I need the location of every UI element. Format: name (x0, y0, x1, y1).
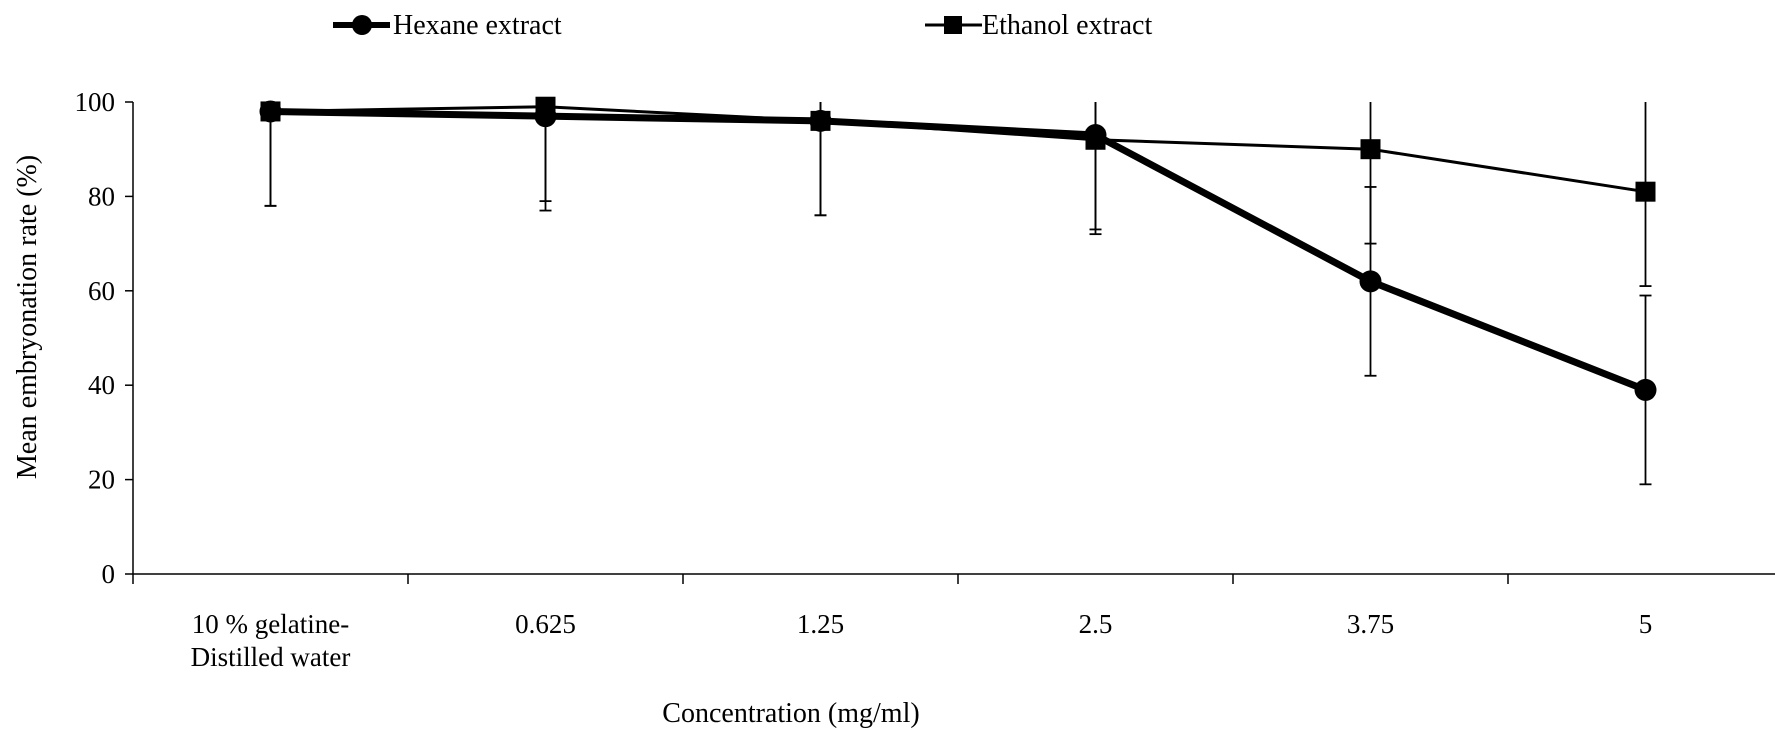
legend-item-hexane: Hexane extract (333, 10, 562, 41)
data-point-hexane (1084, 124, 1107, 147)
data-point-ethanol (1360, 139, 1381, 160)
x-axis-title: Concentration (mg/ml) (662, 698, 919, 729)
y-tick-label: 0 (102, 559, 116, 589)
x-tick-label: 1.25 (797, 609, 844, 639)
x-tick-label: 2.5 (1079, 609, 1113, 639)
x-tick-label: 3.75 (1347, 609, 1394, 639)
y-tick-label: 80 (88, 181, 115, 211)
data-point-hexane (1359, 270, 1382, 293)
series-line-ethanol (270, 105, 1646, 194)
x-tick-label: 0.625 (515, 609, 576, 639)
y-tick-label: 40 (88, 370, 115, 400)
data-point-hexane (259, 100, 282, 123)
y-tick-label: 60 (88, 276, 115, 306)
y-tick-label: 100 (75, 87, 116, 117)
series-layer (259, 96, 1657, 486)
data-point-hexane (534, 105, 557, 128)
legend-item-ethanol: Ethanol extract (925, 10, 1152, 41)
y-axis-title: Mean embryonation rate (%) (12, 155, 43, 479)
legend-label-hexane: Hexane extract (393, 10, 562, 41)
x-tick-label: 10 % gelatine-Distilled water (191, 609, 351, 672)
legend: Hexane extract Ethanol extract (333, 10, 1152, 41)
series-hexane (259, 100, 1657, 486)
legend-marker-hexane (352, 15, 372, 35)
x-tick-label: 5 (1639, 609, 1653, 639)
series-line-hexane (270, 107, 1647, 394)
data-point-hexane (1634, 378, 1657, 401)
data-point-hexane (809, 109, 832, 132)
y-tick-label: 20 (88, 465, 115, 495)
legend-marker-ethanol (944, 16, 962, 34)
legend-label-ethanol: Ethanol extract (982, 10, 1152, 41)
x-ticks: 10 % gelatine-Distilled water 0.625 1.25 2.… (132, 574, 1653, 672)
y-ticks: 0 20 40 60 80 100 (75, 87, 133, 589)
data-point-ethanol (1635, 181, 1656, 202)
